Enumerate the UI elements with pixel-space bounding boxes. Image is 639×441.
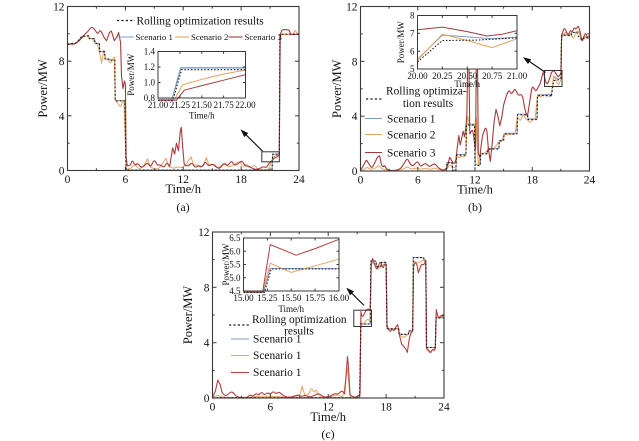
svg-text:20.00: 20.00 — [407, 71, 428, 81]
svg-text:20.25: 20.25 — [432, 71, 453, 81]
svg-text:22.00: 22.00 — [235, 100, 256, 110]
svg-text:15.00: 15.00 — [233, 293, 254, 303]
svg-text:24: 24 — [584, 174, 596, 186]
svg-text:21.75: 21.75 — [213, 100, 234, 110]
svg-text:Scenario 3: Scenario 3 — [387, 147, 436, 159]
svg-text:Power/MW: Power/MW — [181, 286, 195, 345]
svg-text:Scenario 1: Scenario 1 — [253, 367, 302, 379]
svg-text:Power/MW: Power/MW — [126, 53, 136, 95]
svg-text:Scenario 1: Scenario 1 — [387, 113, 436, 125]
svg-text:12: 12 — [323, 401, 335, 413]
svg-text:21.00: 21.00 — [148, 100, 169, 110]
svg-text:0: 0 — [204, 393, 210, 405]
svg-text:15.75: 15.75 — [305, 293, 326, 303]
svg-text:5.5: 5.5 — [229, 260, 241, 270]
svg-text:0: 0 — [65, 174, 71, 186]
svg-text:12: 12 — [53, 2, 65, 14]
svg-text:Power/MW: Power/MW — [36, 59, 50, 118]
svg-text:Rolling optimization results: Rolling optimization results — [137, 16, 265, 28]
svg-text:1.4: 1.4 — [144, 47, 156, 57]
svg-text:(c): (c) — [321, 427, 334, 441]
svg-text:8: 8 — [59, 56, 65, 68]
svg-text:12: 12 — [469, 174, 481, 186]
svg-text:6: 6 — [268, 401, 274, 413]
svg-text:Scenario 2: Scenario 2 — [191, 32, 228, 42]
svg-text:5: 5 — [410, 64, 415, 74]
svg-text:Scenario 3: Scenario 3 — [245, 32, 283, 42]
svg-text:Rolling optimization: Rolling optimization — [252, 314, 347, 326]
svg-text:1.0: 1.0 — [144, 78, 156, 88]
svg-text:Scenario 2: Scenario 2 — [387, 129, 436, 141]
svg-text:0: 0 — [59, 166, 65, 178]
svg-text:6: 6 — [123, 174, 129, 186]
svg-text:5.0: 5.0 — [229, 273, 241, 283]
svg-text:Power/MW: Power/MW — [396, 21, 406, 63]
svg-text:8: 8 — [410, 11, 415, 21]
svg-text:4: 4 — [59, 111, 65, 123]
svg-text:20.50: 20.50 — [457, 71, 478, 81]
svg-text:Power/MW: Power/MW — [330, 59, 344, 118]
svg-text:12: 12 — [198, 227, 210, 239]
svg-text:24: 24 — [293, 174, 305, 186]
svg-text:18: 18 — [235, 174, 247, 186]
svg-text:15.50: 15.50 — [281, 293, 302, 303]
svg-text:(b): (b) — [468, 200, 482, 214]
svg-text:(a): (a) — [176, 200, 189, 214]
svg-text:16.00: 16.00 — [329, 293, 350, 303]
svg-text:Time/h: Time/h — [457, 183, 493, 197]
svg-text:Scenario 1: Scenario 1 — [253, 334, 302, 346]
svg-text:18: 18 — [527, 174, 539, 186]
svg-text:0.8: 0.8 — [144, 93, 156, 103]
svg-text:6.5: 6.5 — [229, 233, 241, 243]
svg-text:21.25: 21.25 — [170, 100, 191, 110]
svg-text:24: 24 — [438, 401, 450, 413]
svg-text:6: 6 — [415, 174, 421, 186]
svg-text:18: 18 — [380, 401, 392, 413]
svg-text:1.2: 1.2 — [144, 62, 155, 72]
svg-text:21.00: 21.00 — [507, 71, 528, 81]
svg-text:Scenario 1: Scenario 1 — [253, 350, 302, 362]
svg-text:12: 12 — [346, 2, 358, 14]
svg-text:8: 8 — [352, 56, 358, 68]
svg-text:results: results — [284, 326, 314, 338]
svg-text:Time/h: Time/h — [165, 182, 201, 196]
svg-text:7: 7 — [410, 29, 415, 39]
svg-text:tion results: tion results — [403, 98, 454, 110]
svg-text:Time/h: Time/h — [189, 111, 215, 121]
svg-text:Power/MW: Power/MW — [221, 243, 231, 285]
svg-text:4.5: 4.5 — [229, 286, 241, 296]
svg-text:4: 4 — [204, 338, 210, 350]
svg-text:6.0: 6.0 — [229, 246, 241, 256]
svg-text:0: 0 — [352, 166, 358, 178]
svg-text:8: 8 — [204, 282, 210, 294]
svg-text:Scenario 1: Scenario 1 — [136, 32, 173, 42]
svg-text:Time/h: Time/h — [278, 304, 304, 314]
svg-text:0: 0 — [358, 174, 364, 186]
svg-text:0: 0 — [210, 401, 216, 413]
svg-text:6: 6 — [410, 46, 415, 56]
svg-text:Time/h: Time/h — [454, 79, 480, 89]
svg-text:Time/h: Time/h — [310, 410, 346, 424]
svg-text:15.25: 15.25 — [257, 293, 278, 303]
svg-text:12: 12 — [178, 174, 190, 186]
svg-text:4: 4 — [352, 111, 358, 123]
svg-text:21.50: 21.50 — [192, 100, 213, 110]
svg-text:20.75: 20.75 — [482, 71, 503, 81]
svg-text:Rolling optimiza-: Rolling optimiza- — [386, 86, 467, 98]
